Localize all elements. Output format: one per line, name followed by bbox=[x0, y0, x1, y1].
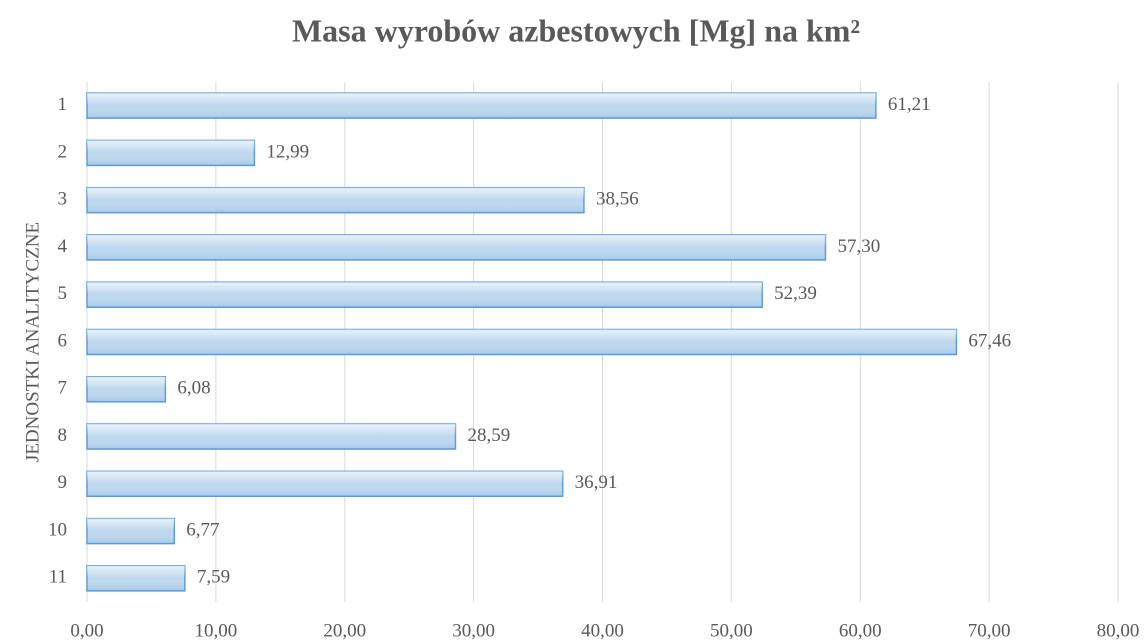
bar-shine bbox=[87, 187, 584, 213]
x-tick-label: 60,00 bbox=[839, 620, 882, 641]
data-label: 7,59 bbox=[197, 567, 230, 588]
bar-shine bbox=[87, 282, 763, 308]
bar-shine bbox=[87, 329, 957, 355]
y-tick-label: 4 bbox=[58, 236, 68, 257]
y-tick-label: 11 bbox=[49, 567, 67, 588]
data-label: 52,39 bbox=[774, 283, 817, 304]
y-tick-label: 9 bbox=[58, 472, 68, 493]
x-tick-label: 40,00 bbox=[581, 620, 624, 641]
y-tick-label: 1 bbox=[58, 94, 68, 115]
data-label: 36,91 bbox=[575, 472, 618, 493]
y-tick-label: 3 bbox=[58, 189, 68, 210]
data-label: 28,59 bbox=[467, 425, 510, 446]
x-tick-label: 70,00 bbox=[968, 620, 1011, 641]
data-label: 67,46 bbox=[968, 330, 1011, 351]
y-tick-label: 10 bbox=[48, 519, 67, 540]
data-label: 6,08 bbox=[177, 378, 210, 399]
bar-shine bbox=[87, 234, 826, 260]
data-label: 57,30 bbox=[837, 236, 880, 257]
x-tick-label: 80,00 bbox=[1097, 620, 1140, 641]
data-label: 12,99 bbox=[266, 141, 309, 162]
y-tick-label: 8 bbox=[58, 425, 68, 446]
bar-shine bbox=[87, 93, 876, 119]
bar-shine bbox=[87, 140, 255, 166]
x-tick-label: 50,00 bbox=[710, 620, 753, 641]
x-tick-label: 10,00 bbox=[195, 620, 238, 641]
bar-shine bbox=[87, 376, 166, 402]
y-tick-label: 6 bbox=[58, 330, 68, 351]
bar-shine bbox=[87, 424, 456, 450]
bar-shine bbox=[87, 471, 563, 497]
data-label: 6,77 bbox=[186, 519, 219, 540]
y-tick-label: 2 bbox=[58, 141, 68, 162]
y-tick-label: 7 bbox=[58, 378, 68, 399]
data-label: 61,21 bbox=[888, 94, 931, 115]
x-tick-label: 30,00 bbox=[452, 620, 495, 641]
y-tick-label: 5 bbox=[58, 283, 68, 304]
data-label: 38,56 bbox=[596, 189, 639, 210]
bar-shine bbox=[87, 518, 175, 544]
chart-title: Masa wyrobów azbestowych [Mg] na km² bbox=[292, 12, 860, 48]
bar-shine bbox=[87, 565, 185, 591]
x-tick-label: 20,00 bbox=[323, 620, 366, 641]
x-tick-label: 0,00 bbox=[70, 620, 103, 641]
y-axis-label: JEDNOSTKI ANALITYCZNE bbox=[22, 222, 43, 462]
